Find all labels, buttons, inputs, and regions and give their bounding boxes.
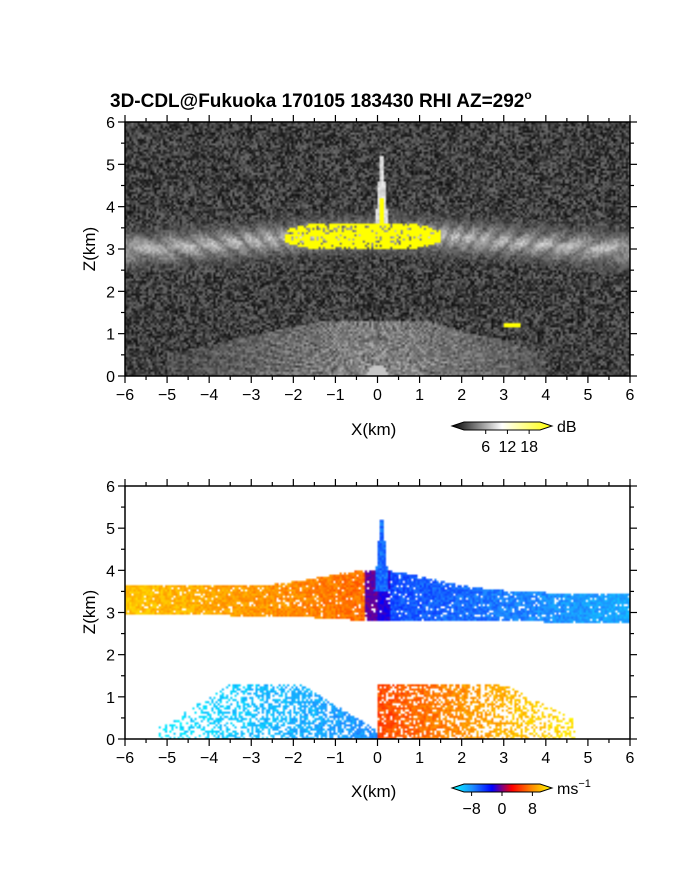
reflectivity-y-ticks: 0 1 2 3 4 5 6 xyxy=(106,115,637,386)
reflectivity-x-tick-label: −2 xyxy=(284,387,302,404)
reflectivity-x-tick-label: −1 xyxy=(326,387,344,404)
reflectivity-colorbar-tick-label: 6 xyxy=(481,439,490,456)
velocity-y-tick-label: 5 xyxy=(106,521,115,538)
velocity-x-tick-label: 4 xyxy=(541,750,550,767)
reflectivity-ylabel: Z(km) xyxy=(80,227,99,271)
reflectivity-y-tick-label: 6 xyxy=(106,115,115,132)
velocity-x-tick-label: −4 xyxy=(200,750,218,767)
velocity-colorbar-tick-label: 8 xyxy=(528,801,537,818)
reflectivity-x-tick-label: 5 xyxy=(583,387,592,404)
velocity-y-tick-label: 3 xyxy=(106,606,115,623)
velocity-y-tick-label: 4 xyxy=(106,563,115,580)
reflectivity-y-tick-label: 3 xyxy=(106,242,115,259)
figure-title: 3D-CDL@Fukuoka 170105 183430 RHI AZ=292o xyxy=(110,88,532,112)
reflectivity-colorbar: 6 12 18 dB xyxy=(450,419,577,456)
velocity-x-tick-label: −1 xyxy=(326,750,344,767)
velocity-x-tick-label: 5 xyxy=(583,750,592,767)
velocity-x-tick-label: 0 xyxy=(373,750,382,767)
velocity-x-tick-label: 3 xyxy=(499,750,508,767)
reflectivity-x-tick-label: 4 xyxy=(541,387,550,404)
reflectivity-y-tick-label: 1 xyxy=(106,327,115,344)
velocity-x-ticks: −6 −5 −4 −3 −2 −1 0 1 2 3 4 5 6 xyxy=(116,479,635,767)
velocity-heatmap xyxy=(125,486,630,739)
velocity-y-tick-label: 0 xyxy=(106,732,115,749)
velocity-colorbar-bar xyxy=(450,783,554,793)
velocity-x-tick-label: −6 xyxy=(116,750,134,767)
velocity-colorbar: −8 0 8 ms−1 xyxy=(450,778,591,818)
reflectivity-x-tick-label: 3 xyxy=(499,387,508,404)
velocity-y-tick-label: 6 xyxy=(106,479,115,496)
reflectivity-colorbar-tick-label: 18 xyxy=(520,439,538,456)
reflectivity-y-tick-label: 4 xyxy=(106,200,115,217)
reflectivity-y-tick-label: 5 xyxy=(106,157,115,174)
velocity-x-tick-label: 1 xyxy=(415,750,424,767)
figure-title-main: 3D-CDL@Fukuoka 170105 183430 RHI AZ=292 xyxy=(110,91,524,112)
reflectivity-colorbar-unit: dB xyxy=(557,419,577,436)
velocity-colorbar-unit: ms−1 xyxy=(557,778,591,798)
reflectivity-x-tick-label: 2 xyxy=(457,387,466,404)
figure-title-degree: o xyxy=(524,88,531,102)
velocity-ylabel: Z(km) xyxy=(80,590,99,634)
reflectivity-x-tick-label: −4 xyxy=(200,387,218,404)
reflectivity-x-tick-label: −3 xyxy=(242,387,260,404)
reflectivity-x-ticks: −6 −5 −4 −3 −2 −1 0 1 2 3 4 5 6 xyxy=(116,115,635,404)
velocity-x-tick-label: 6 xyxy=(626,750,635,767)
velocity-x-tick-label: 2 xyxy=(457,750,466,767)
reflectivity-heatmap xyxy=(125,122,630,376)
velocity-x-tick-label: −5 xyxy=(158,750,176,767)
reflectivity-x-tick-label: −6 xyxy=(116,387,134,404)
velocity-y-ticks: 0 1 2 3 4 5 6 xyxy=(106,479,637,749)
velocity-y-tick-label: 2 xyxy=(106,648,115,665)
reflectivity-y-tick-label: 2 xyxy=(106,284,115,301)
velocity-x-tick-label: −2 xyxy=(284,750,302,767)
reflectivity-x-tick-label: 6 xyxy=(626,387,635,404)
velocity-colorbar-tick-label: 0 xyxy=(498,801,507,818)
velocity-x-tick-label: −3 xyxy=(242,750,260,767)
velocity-y-tick-label: 1 xyxy=(106,690,115,707)
reflectivity-y-tick-label: 0 xyxy=(106,369,115,386)
reflectivity-colorbar-tick-label: 12 xyxy=(499,439,517,456)
reflectivity-colorbar-bar xyxy=(450,421,554,431)
reflectivity-x-tick-label: −5 xyxy=(158,387,176,404)
reflectivity-x-tick-label: 0 xyxy=(373,387,382,404)
reflectivity-x-tick-label: 1 xyxy=(415,387,424,404)
velocity-colorbar-tick-label: −8 xyxy=(462,801,480,818)
velocity-xlabel: X(km) xyxy=(351,782,396,801)
reflectivity-xlabel: X(km) xyxy=(351,420,396,439)
